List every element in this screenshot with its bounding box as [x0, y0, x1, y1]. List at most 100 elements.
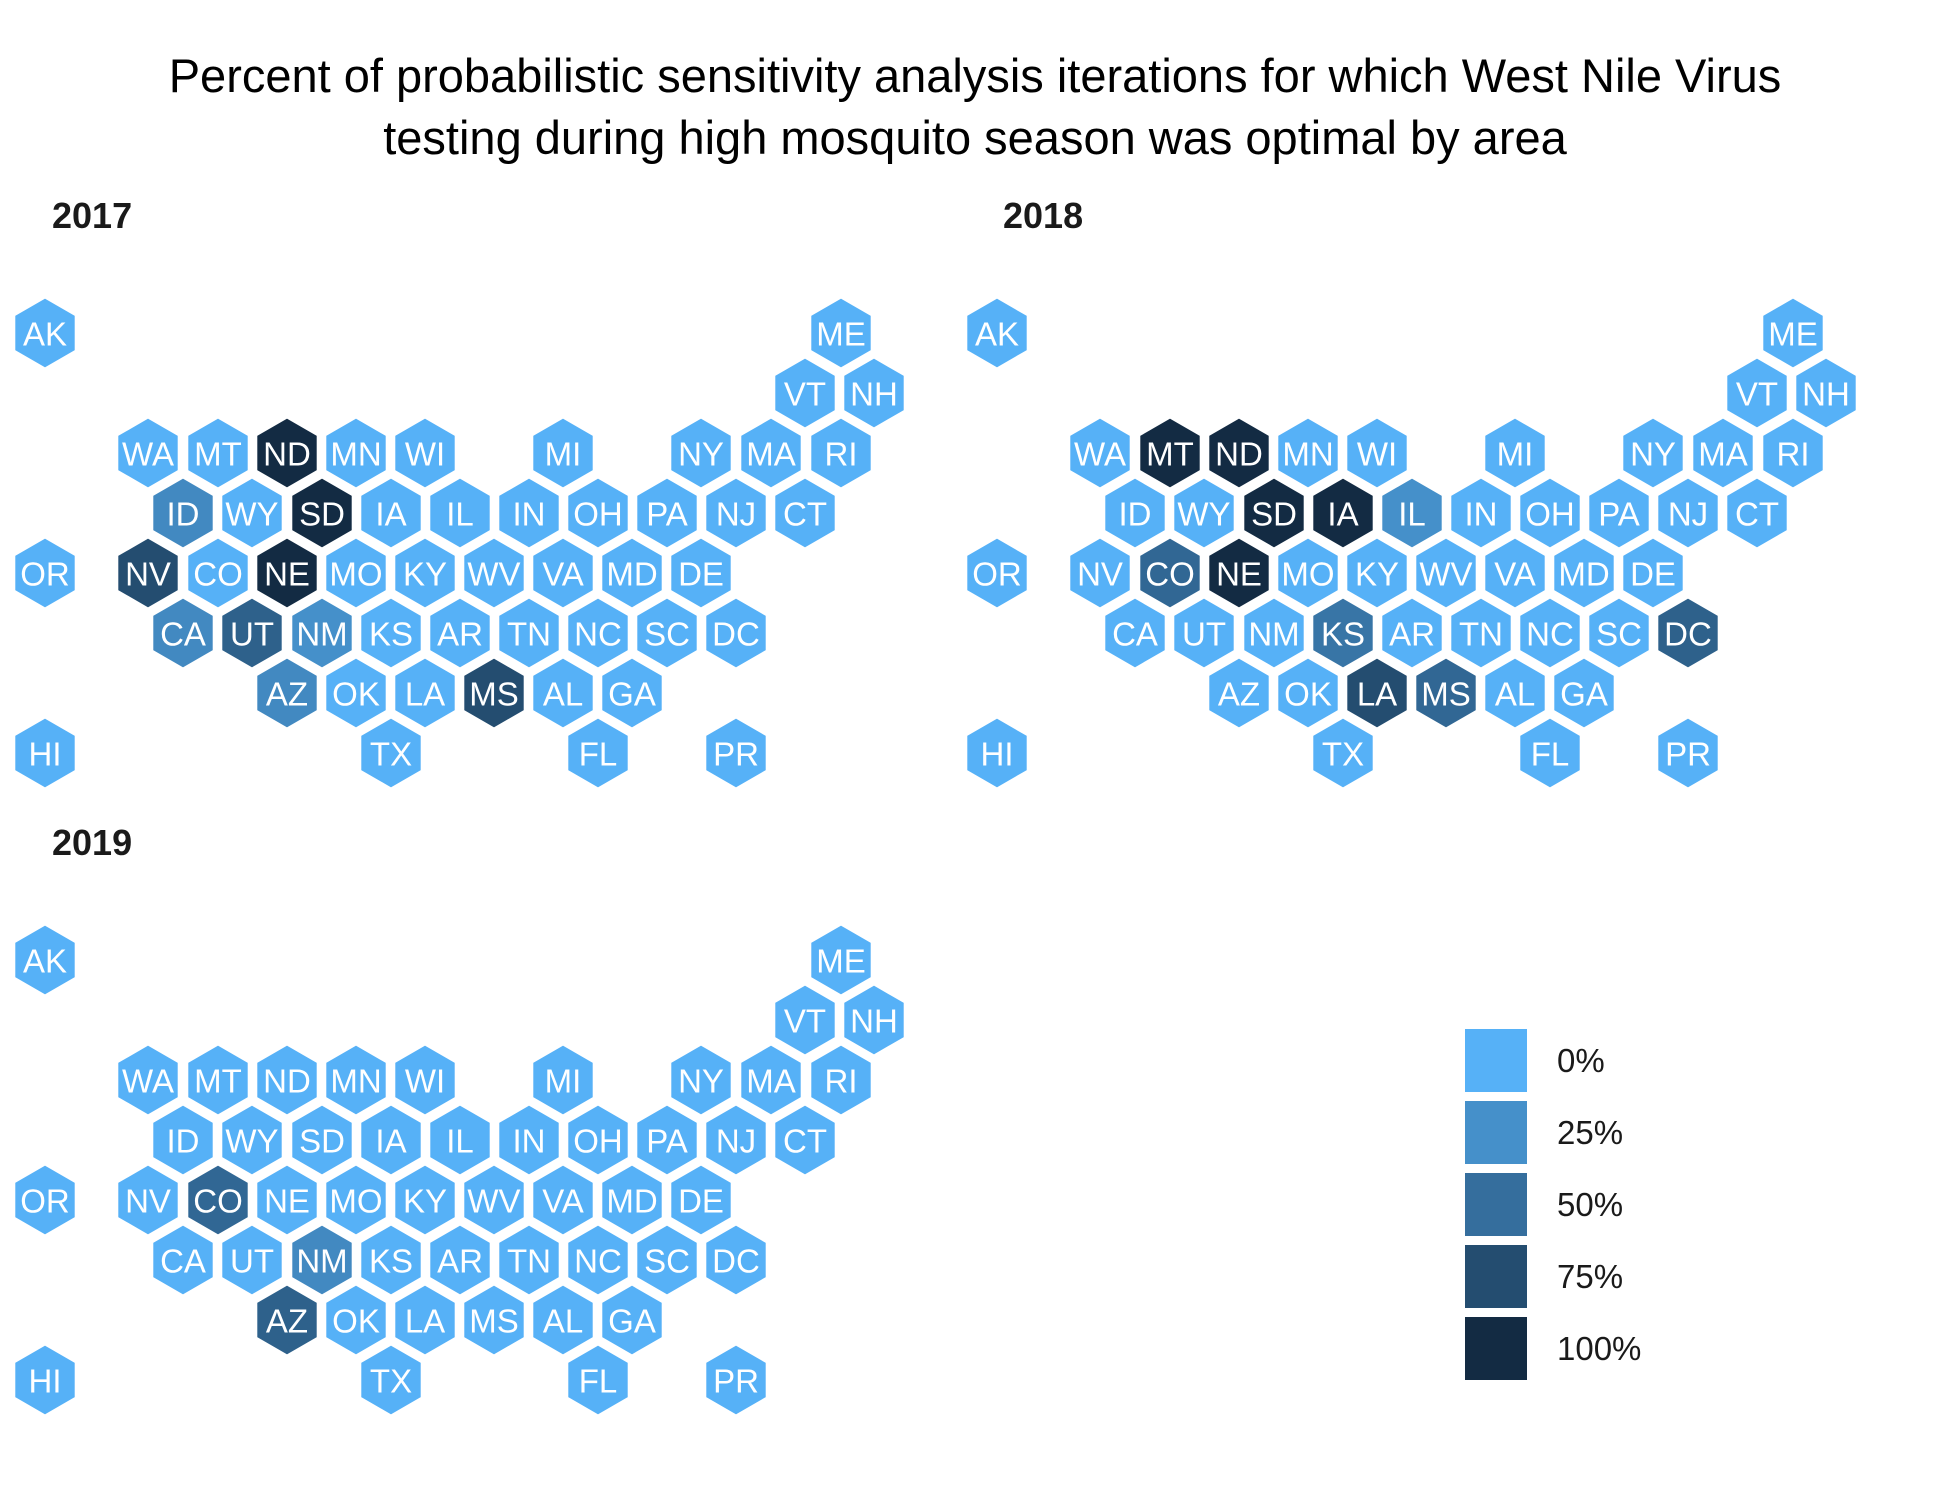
hex-tile-la	[392, 1282, 458, 1358]
state-label-vt: VT	[784, 376, 826, 413]
state-label-al: AL	[1495, 676, 1535, 713]
state-label-vt: VT	[1736, 376, 1778, 413]
hex-tile-pa	[634, 1102, 700, 1178]
state-label-il: IL	[446, 1123, 474, 1160]
state-label-ri: RI	[1777, 436, 1810, 473]
state-label-tx: TX	[1322, 736, 1364, 773]
state-label-mt: MT	[194, 436, 242, 473]
state-label-nc: NC	[1526, 616, 1574, 653]
state-label-ma: MA	[1698, 436, 1748, 473]
state-label-nd: ND	[263, 436, 311, 473]
hex-tile-tn	[496, 1222, 562, 1298]
hex-tile-sd	[289, 1102, 355, 1178]
hex-tile-ar	[1379, 595, 1445, 671]
state-label-az: AZ	[1218, 676, 1260, 713]
hex-tile-ar	[427, 1222, 493, 1298]
state-label-id: ID	[167, 1123, 200, 1160]
hex-tile-mt	[185, 415, 251, 491]
hex-tile-pr	[1655, 715, 1721, 791]
chart-title: Percent of probabilistic sensitivity ana…	[0, 45, 1950, 169]
hex-tile-ok	[323, 655, 389, 731]
state-label-md: MD	[1558, 556, 1609, 593]
state-label-ma: MA	[746, 1063, 796, 1100]
hex-tile-sd	[289, 475, 355, 551]
state-label-oh: OH	[1525, 496, 1575, 533]
state-label-wi: WI	[405, 436, 445, 473]
hex-tile-la	[1344, 655, 1410, 731]
state-label-or: OR	[20, 556, 70, 593]
state-label-me: ME	[816, 316, 866, 353]
hex-tile-ks	[358, 1222, 424, 1298]
hex-tile-ks	[358, 595, 424, 671]
hex-tile-wy	[219, 1102, 285, 1178]
hex-tile-vt	[772, 355, 838, 431]
state-label-wy: WY	[225, 496, 278, 533]
state-label-wa: WA	[122, 1063, 174, 1100]
state-label-va: VA	[542, 556, 584, 593]
state-label-va: VA	[1494, 556, 1536, 593]
state-label-co: CO	[193, 556, 243, 593]
chart-title-line-1: Percent of probabilistic sensitivity ana…	[168, 49, 1782, 102]
hex-tile-nm	[289, 1222, 355, 1298]
hex-tile-or	[12, 1162, 78, 1238]
hex-tile-tx	[1310, 715, 1376, 791]
hex-tile-nc	[565, 1222, 631, 1298]
hex-tile-mn	[323, 415, 389, 491]
hex-tile-ri	[808, 415, 874, 491]
hex-tile-al	[530, 1282, 596, 1358]
state-label-hi: HI	[29, 736, 62, 773]
hex-tile-ct	[1724, 475, 1790, 551]
legend-swatch	[1465, 1101, 1527, 1164]
state-label-ct: CT	[783, 496, 827, 533]
panel-title: 2017	[52, 195, 132, 236]
hex-tile-ca	[150, 1222, 216, 1298]
hex-tile-ga	[1551, 655, 1617, 731]
state-label-nv: NV	[125, 556, 171, 593]
hex-tile-ct	[772, 475, 838, 551]
state-label-tx: TX	[370, 736, 412, 773]
hex-tile-sc	[634, 1222, 700, 1298]
hex-tile-wa	[115, 1042, 181, 1118]
hex-tile-de	[1620, 535, 1686, 611]
hex-tile-in	[496, 1102, 562, 1178]
hex-tile-ia	[358, 475, 424, 551]
hex-tile-ky	[392, 535, 458, 611]
hex-tile-ak	[12, 295, 78, 371]
hex-tile-co	[185, 535, 251, 611]
hex-tile-dc	[703, 595, 769, 671]
hex-tile-tn	[496, 595, 562, 671]
state-label-ms: MS	[1421, 676, 1471, 713]
hex-tile-ny	[1620, 415, 1686, 491]
hex-tile-sd	[1241, 475, 1307, 551]
state-label-md: MD	[606, 556, 657, 593]
state-label-ar: AR	[437, 1243, 483, 1280]
hex-tile-dc	[1655, 595, 1721, 671]
hex-tile-ut	[219, 1222, 285, 1298]
hex-tile-ma	[738, 1042, 804, 1118]
state-label-dc: DC	[712, 1243, 760, 1280]
state-label-ks: KS	[1321, 616, 1365, 653]
hex-tile-sc	[634, 595, 700, 671]
hex-tile-nj	[703, 475, 769, 551]
hex-tile-pr	[703, 1342, 769, 1418]
hex-tile-id	[150, 475, 216, 551]
state-label-ny: NY	[1630, 436, 1676, 473]
hex-tile-hi	[12, 1342, 78, 1418]
hex-tile-ut	[1171, 595, 1237, 671]
state-label-ne: NE	[264, 556, 310, 593]
hex-tile-md	[599, 535, 665, 611]
hex-tile-in	[1448, 475, 1514, 551]
hex-tile-nh	[1793, 355, 1859, 431]
state-label-ak: AK	[23, 943, 67, 980]
hex-tile-oh	[565, 1102, 631, 1178]
state-label-ut: UT	[230, 1243, 274, 1280]
hex-tile-ny	[668, 1042, 734, 1118]
state-label-ca: CA	[160, 616, 206, 653]
hex-tile-wa	[1067, 415, 1133, 491]
legend-label: 50%	[1557, 1186, 1623, 1223]
state-label-pr: PR	[713, 1363, 759, 1400]
hex-tile-mn	[323, 1042, 389, 1118]
hex-tile-pa	[1586, 475, 1652, 551]
state-label-ok: OK	[1284, 676, 1332, 713]
